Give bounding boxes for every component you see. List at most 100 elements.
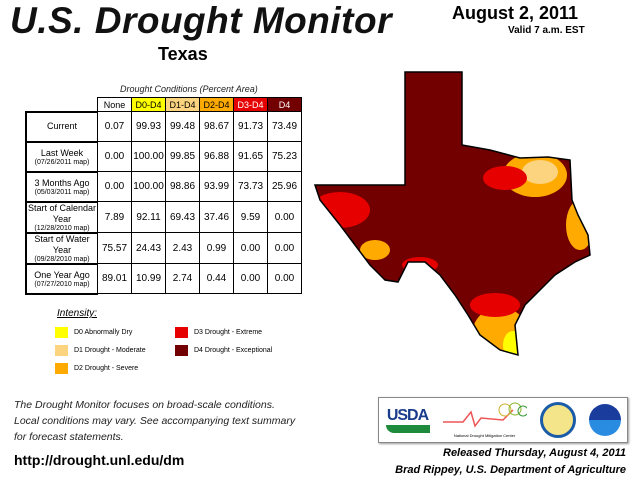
table-cell: 2.43 <box>165 232 200 264</box>
legend-label: D4 Drought - Exceptional <box>194 347 273 354</box>
row-label-text: Start of Water Year <box>34 233 90 255</box>
legend-item: D0 Abnormally Dry <box>55 327 132 338</box>
row-label: Current <box>25 110 98 143</box>
doc-seal-logo <box>539 402 576 438</box>
table-cell: 73.49 <box>267 111 302 142</box>
table-cell: 99.85 <box>165 141 200 172</box>
table-cell: 25.96 <box>267 171 302 202</box>
table-cell: 98.67 <box>199 111 234 142</box>
table-cell: 89.01 <box>97 263 132 294</box>
table-cell: 98.86 <box>165 171 200 202</box>
valid-time: Valid 7 a.m. EST <box>508 25 585 36</box>
row-label-text: Start of Calendar Year <box>27 202 97 224</box>
row-label-text: 3 Months Ago <box>34 177 90 188</box>
row-label-map-date: (07/27/2010 map) <box>34 280 90 288</box>
usda-logo: USDA <box>385 407 430 433</box>
row-label: One Year Ago (07/27/2010 map) <box>25 262 98 295</box>
d2-area-west <box>360 240 390 260</box>
legend-swatch <box>55 363 68 374</box>
noaa-logo <box>588 404 621 436</box>
column-header: D1-D4 <box>165 97 200 112</box>
column-header: D3-D4 <box>233 97 268 112</box>
legend-title: Intensity: <box>57 308 98 319</box>
table-cell: 96.88 <box>199 141 234 172</box>
table-cell: 2.74 <box>165 263 200 294</box>
row-label: 3 Months Ago (05/03/2011 map) <box>25 170 98 203</box>
table-cell: 91.65 <box>233 141 268 172</box>
table-cell: 93.99 <box>199 171 234 202</box>
table-cell: 0.00 <box>267 263 302 294</box>
table-cell: 91.73 <box>233 111 268 142</box>
row-label-map-date: (05/03/2011 map) <box>34 188 90 196</box>
table-cell: 0.00 <box>97 171 132 202</box>
table-row: 3 Months Ago (05/03/2011 map) 0.00 100.00 98… <box>25 170 302 203</box>
author: Brad Rippey, U.S. Department of Agricult… <box>395 464 626 476</box>
disclaimer-note: The Drought Monitor focuses on broad-sca… <box>14 397 295 445</box>
row-label-text: One Year Ago <box>34 269 90 280</box>
table-cell: 73.73 <box>233 171 268 202</box>
row-label-map-date: (09/28/2010 map) <box>34 255 90 263</box>
row-label-text: Last Week <box>40 147 84 158</box>
table-row: Last Week (07/26/2011 map) 0.00 100.00 99.85… <box>25 140 302 173</box>
partner-logos: USDA National Drought Mitigation Center <box>378 397 628 443</box>
table-cell: 24.43 <box>131 232 166 264</box>
legend-label: D3 Drought - Extreme <box>194 329 263 336</box>
legend-label: D2 Drought - Severe <box>74 365 139 372</box>
table-cell: 99.93 <box>131 111 166 142</box>
table-cell: 75.57 <box>97 232 132 264</box>
table-cell: 0.00 <box>97 141 132 172</box>
row-label: Last Week (07/26/2011 map) <box>25 140 98 173</box>
table-cell: 100.00 <box>131 141 166 172</box>
table-row: Current 0.07 99.93 99.48 98.67 91.73 73.49 <box>25 110 302 143</box>
website-link[interactable]: http://drought.unl.edu/dm <box>14 452 185 468</box>
table-cell: 0.00 <box>267 232 302 264</box>
table-cell: 99.48 <box>165 111 200 142</box>
d3-area-north <box>483 166 527 190</box>
legend-item: D1 Drought - Moderate <box>55 345 146 356</box>
legend-label: D1 Drought - Moderate <box>74 347 146 354</box>
table-cell: 0.00 <box>233 232 268 264</box>
d2-area-east <box>566 200 590 250</box>
legend-label: D0 Abnormally Dry <box>74 329 133 336</box>
table-cell: 37.46 <box>199 201 234 233</box>
row-label-text: Current <box>46 121 77 131</box>
table-row: Start of Calendar Year (12/28/2010 map) 7.… <box>25 200 302 234</box>
map-date: August 2, 2011 <box>452 3 579 23</box>
note-line: Local conditions may vary. See accompany… <box>14 415 296 427</box>
legend-swatch <box>55 345 68 356</box>
d1-area-northeast <box>522 160 558 184</box>
legend-item: D2 Drought - Severe <box>55 363 138 374</box>
texas-drought-map <box>314 71 591 356</box>
table-cell: 0.99 <box>199 232 234 264</box>
row-label-map-date: (07/26/2011 map) <box>34 158 90 166</box>
table-cell: 10.99 <box>131 263 166 294</box>
row-label-map-date: (12/28/2010 map) <box>34 224 90 232</box>
d3-area-border <box>402 257 438 273</box>
table-cell: 0.44 <box>199 263 234 294</box>
d3-area-south <box>470 293 520 317</box>
legend-item: D3 Drought - Extreme <box>175 327 262 338</box>
drought-conditions-table: None D0-D4 D1-D4 D2-D4 D3-D4 D4 Current 0.07 99… <box>25 97 302 295</box>
column-header: D4 <box>267 97 302 112</box>
row-label: Start of Water Year (09/28/2010 map) <box>25 231 98 265</box>
region-name: Texas <box>158 44 208 64</box>
table-cell: 69.43 <box>165 201 200 233</box>
table-cell: 92.11 <box>131 201 166 233</box>
table-cell: 0.00 <box>233 263 268 294</box>
legend-swatch <box>175 345 188 356</box>
note-line: for forecast statements. <box>14 431 124 443</box>
table-cell: 75.23 <box>267 141 302 172</box>
column-header: None <box>97 97 132 112</box>
release-date: Released Thursday, August 4, 2011 <box>443 447 626 459</box>
column-header: D2-D4 <box>199 97 234 112</box>
legend-item: D4 Drought - Exceptional <box>175 345 272 356</box>
table-cell: 0.00 <box>267 201 302 233</box>
ndmc-logo: National Drought Mitigation Center <box>442 402 528 438</box>
table-row: One Year Ago (07/27/2010 map) 89.01 10.99 2.… <box>25 262 302 295</box>
legend-swatch <box>175 327 188 338</box>
legend-swatch <box>55 327 68 338</box>
table-cell: 0.07 <box>97 111 132 142</box>
table-row: Start of Water Year (09/28/2010 map) 75.57… <box>25 231 302 265</box>
release-info: Released Thursday, August 4, 2011 Brad R… <box>395 445 626 479</box>
column-header: D0-D4 <box>131 97 166 112</box>
